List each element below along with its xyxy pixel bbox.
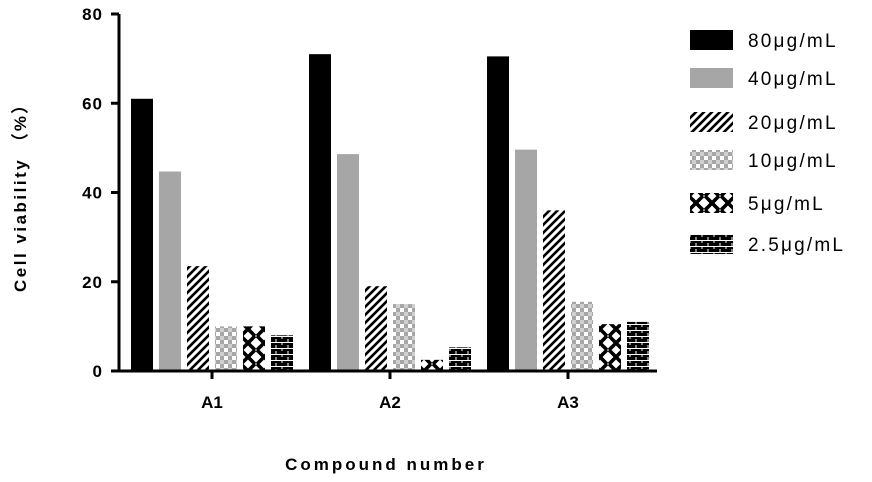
bar-a3-series-4 — [599, 324, 621, 371]
bar-a2-series-4 — [421, 360, 443, 371]
y-axis-label: Cell viability （%） — [10, 94, 30, 292]
legend-swatch-3 — [690, 150, 733, 170]
x-axis-label: Compound number — [285, 455, 487, 474]
legend-label-5: 2.5μg/mL — [748, 235, 845, 256]
bar-a3-series-3 — [571, 302, 593, 371]
bar-a1-series-2 — [187, 266, 209, 371]
y-tick-label: 40 — [82, 184, 103, 203]
x-tick-label: A3 — [557, 393, 579, 412]
bar-a1-series-0 — [131, 99, 153, 371]
bar-a3-series-5 — [627, 322, 649, 371]
y-tick-label: 20 — [82, 273, 103, 292]
bar-a3-series-2 — [543, 210, 565, 371]
bar-a1-series-5 — [271, 335, 293, 371]
bar-a1-series-3 — [215, 326, 237, 371]
bar-a2-series-2 — [365, 286, 387, 371]
bar-a2-series-5 — [449, 347, 471, 371]
bar-a1-series-1 — [159, 172, 181, 371]
y-tick-label: 60 — [82, 94, 103, 113]
legend-swatch-1 — [690, 68, 733, 88]
bar-a1-series-4 — [243, 326, 265, 371]
legend-label-4: 5μg/mL — [748, 194, 825, 215]
legend-label-0: 80μg/mL — [748, 31, 838, 52]
legend-swatch-5 — [690, 234, 733, 254]
legend-label-3: 10μg/mL — [748, 151, 838, 172]
bar-a2-series-0 — [309, 54, 331, 371]
y-ticks-group: 0 20 40 60 80 — [82, 5, 119, 381]
legend-swatch-4 — [690, 193, 733, 213]
legend: 80μg/mL 40μg/mL 20μg/mL 10μg/mL 5μg/mL 2.5μg/… — [690, 30, 845, 256]
bars-group — [131, 54, 649, 371]
y-tick-label: 0 — [93, 362, 103, 381]
x-tick-label: A1 — [201, 393, 223, 412]
legend-label-2: 20μg/mL — [748, 113, 838, 134]
bar-a2-series-3 — [393, 304, 415, 371]
y-tick-label: 80 — [82, 5, 103, 24]
legend-label-1: 40μg/mL — [748, 69, 838, 90]
bar-a3-series-1 — [515, 150, 537, 371]
bar-a2-series-1 — [337, 154, 359, 371]
legend-swatch-0 — [690, 30, 733, 50]
x-ticks-group: A1 A2 A3 — [201, 371, 579, 412]
legend-swatch-2 — [690, 112, 733, 132]
bar-a3-series-0 — [487, 56, 509, 371]
x-tick-label: A2 — [379, 393, 401, 412]
